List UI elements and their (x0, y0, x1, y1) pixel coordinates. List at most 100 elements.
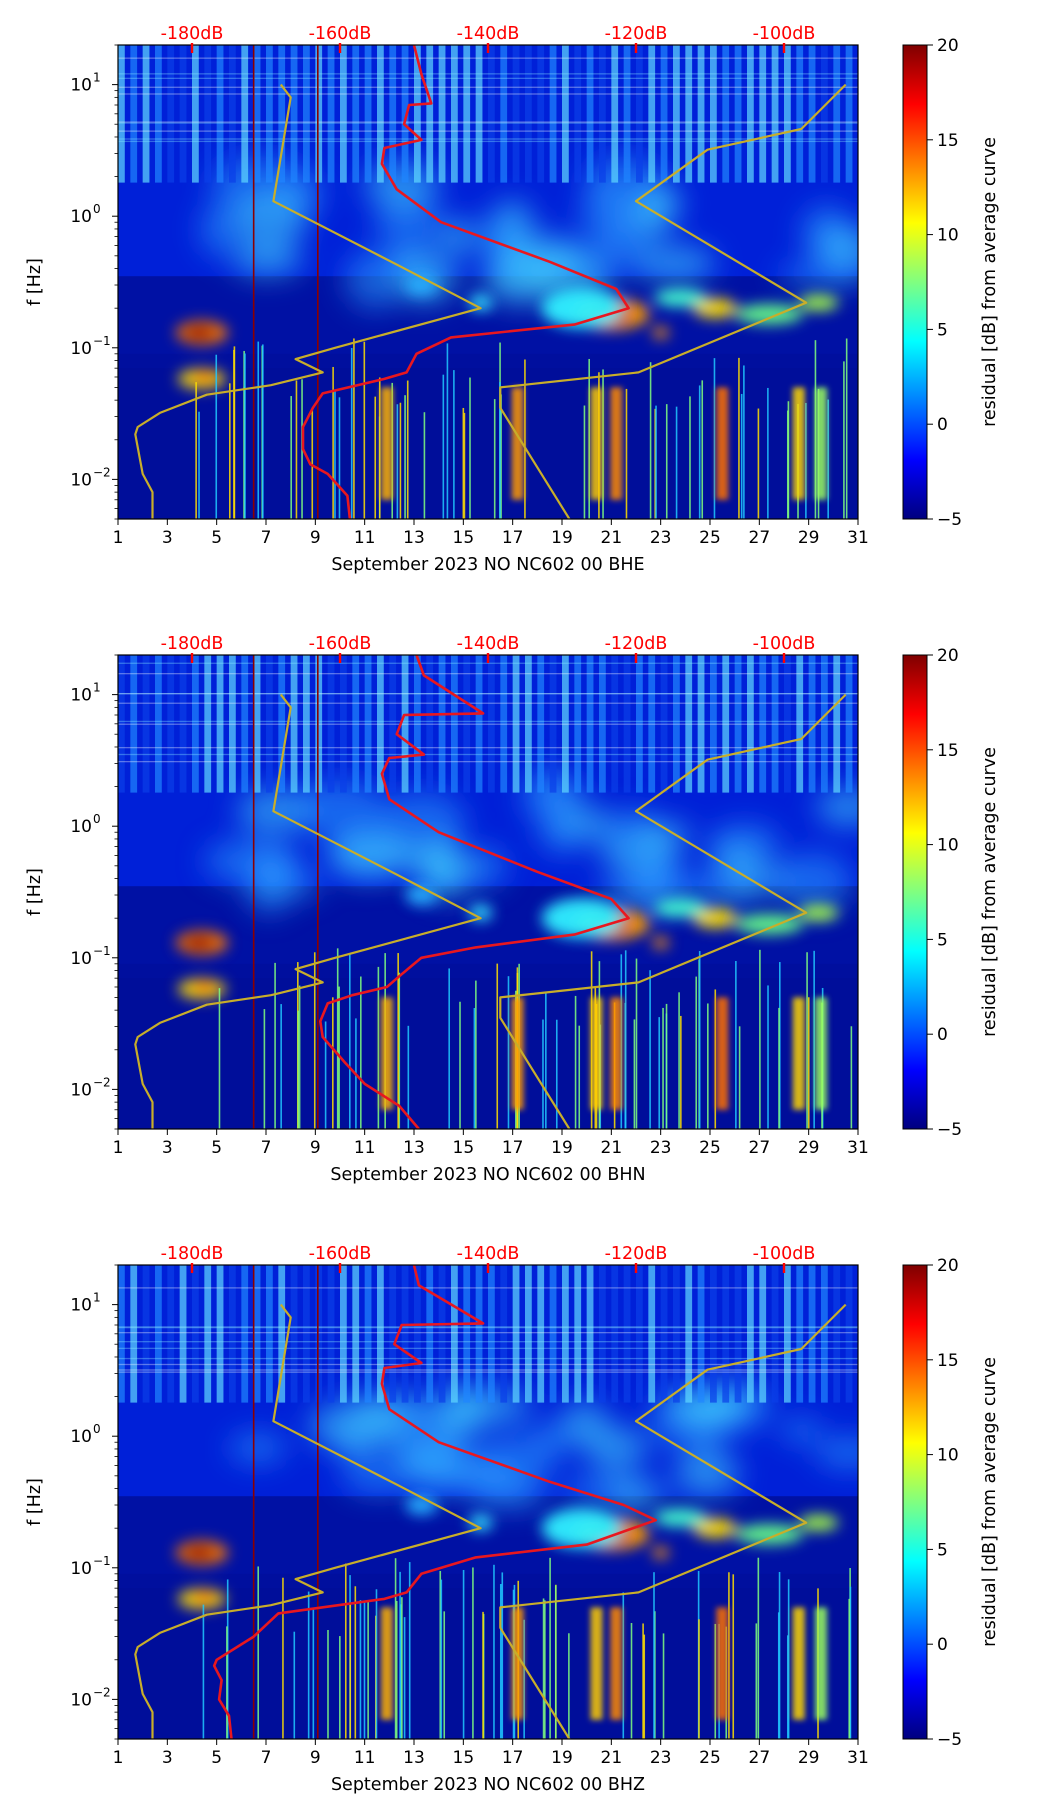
energy-blob (652, 1546, 669, 1559)
transient (448, 968, 450, 1129)
transient (633, 1019, 636, 1129)
energy-blob (468, 904, 493, 921)
x-tick-label: 27 (749, 1138, 771, 1158)
low-frequency-band (118, 963, 858, 1129)
y-tick-exponent: −1 (93, 1554, 111, 1568)
colorbar-tick-label: 15 (937, 1351, 959, 1371)
x-tick-label: 11 (354, 1138, 376, 1158)
stripe (660, 1265, 668, 1403)
top-db-label: -100dB (753, 1244, 816, 1264)
low-frequency-band (118, 353, 858, 519)
transient (280, 1004, 282, 1129)
transient (507, 976, 510, 1129)
transient (653, 1572, 655, 1739)
transient (473, 1008, 476, 1129)
stripe (734, 655, 742, 793)
y-tick-exponent: 1 (93, 681, 101, 695)
stripe (303, 655, 310, 793)
transient (482, 1611, 484, 1739)
stripe (192, 45, 199, 183)
energy-blob (798, 904, 839, 921)
transient (805, 402, 807, 519)
transient (493, 399, 496, 519)
transient (332, 997, 334, 1129)
hf-line (118, 1357, 858, 1360)
heatmap-image (118, 45, 858, 519)
stripe (315, 655, 323, 793)
transient (759, 949, 761, 1129)
transient (349, 1602, 352, 1739)
transient (813, 950, 815, 1129)
x-tick-label: 29 (798, 1138, 820, 1158)
transient (625, 388, 628, 519)
colorbar-gradient (903, 45, 927, 519)
x-tick-label: 7 (261, 528, 272, 548)
stripe (377, 1265, 384, 1403)
hf-line (118, 93, 858, 95)
stripe (179, 45, 187, 183)
transient (407, 1025, 410, 1129)
hf-line (118, 1326, 858, 1328)
transient (394, 1558, 397, 1739)
stripe (710, 45, 717, 183)
top-db-label: -160dB (309, 634, 372, 654)
energy-blob (405, 275, 438, 296)
stripe (266, 1265, 273, 1403)
stripe (204, 45, 212, 183)
top-db-label: -120dB (605, 24, 668, 44)
stripe (451, 45, 458, 183)
transient (229, 383, 231, 519)
colorbar-tick-label: −5 (937, 1120, 962, 1140)
energy-patch (421, 835, 460, 898)
transient (443, 1611, 446, 1739)
transient (327, 1630, 329, 1739)
transient (583, 405, 586, 519)
transient (453, 370, 455, 519)
hf-line (118, 702, 858, 704)
transient (807, 997, 810, 1129)
stripe (537, 1265, 545, 1403)
transient (501, 1572, 504, 1739)
y-tick-label: 10 (70, 1296, 92, 1316)
x-tick-label: 3 (162, 1138, 173, 1158)
stripe (697, 655, 705, 793)
transient (524, 359, 526, 519)
high-frequency-stripes (118, 655, 858, 793)
transient (701, 380, 704, 519)
energy-patch (674, 1450, 740, 1497)
stripe (401, 45, 409, 183)
stripe (130, 1265, 138, 1403)
transient (398, 972, 401, 1129)
transient (588, 358, 590, 519)
transient (367, 1601, 369, 1739)
stripe (562, 1265, 569, 1403)
x-tick-label: 5 (211, 1138, 222, 1158)
transient (360, 976, 362, 1129)
stripe (734, 45, 742, 183)
transient (463, 412, 466, 519)
transient-burst (511, 387, 524, 500)
top-db-label: -100dB (753, 634, 816, 654)
y-tick-label: 10 (70, 339, 92, 359)
y-tick-label: 10 (70, 1559, 92, 1579)
stripe (747, 655, 754, 793)
x-tick-label: 31 (847, 1138, 869, 1158)
top-db-label: -120dB (605, 1244, 668, 1264)
transient (375, 1589, 378, 1739)
transient (545, 993, 547, 1129)
transient (654, 408, 657, 519)
transient (662, 1633, 665, 1739)
transient-burst (815, 387, 827, 500)
colorbar-gradient (903, 655, 927, 1129)
transient (499, 382, 501, 519)
transient (475, 980, 477, 1129)
stripe (155, 1265, 162, 1403)
colorbar-tick-label: 20 (937, 36, 959, 56)
transient (675, 406, 678, 519)
transient (738, 1026, 741, 1129)
transient (244, 353, 246, 519)
stripe (512, 1265, 520, 1403)
